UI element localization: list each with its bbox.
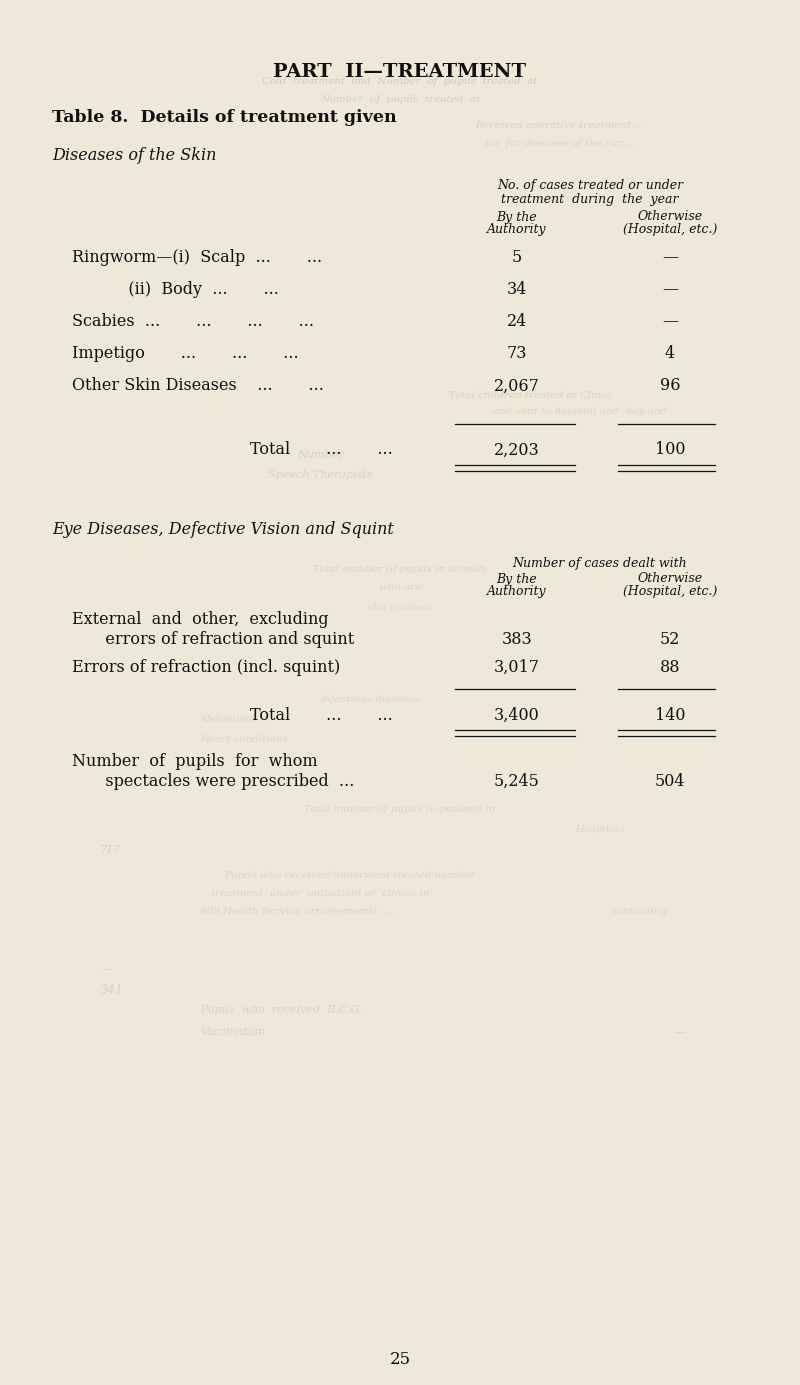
Text: (a)  for diseases of the ear ...: (a) for diseases of the ear ... xyxy=(485,138,635,148)
Text: 34: 34 xyxy=(507,281,527,299)
Text: —: — xyxy=(662,313,678,331)
Text: Abdominal ...: Abdominal ... xyxy=(200,716,270,724)
Text: Otherwise: Otherwise xyxy=(638,211,702,223)
Text: Number  of  pupils  treated  at: Number of pupils treated at xyxy=(320,96,480,104)
Text: No. of cases treated or under: No. of cases treated or under xyxy=(497,180,683,193)
Text: 341: 341 xyxy=(100,983,124,996)
Text: PART  II—TREATMENT: PART II—TREATMENT xyxy=(274,62,526,80)
Text: —: — xyxy=(674,1028,686,1037)
Text: Number of cases dealt with: Number of cases dealt with xyxy=(513,558,687,571)
Text: spectacles were prescribed  ...: spectacles were prescribed ... xyxy=(90,773,354,789)
Text: 140: 140 xyxy=(654,706,686,723)
Text: Total children treated at Clinic: Total children treated at Clinic xyxy=(450,391,610,399)
Text: Heart conditions: Heart conditions xyxy=(200,735,288,745)
Text: treatment  under  outpatient or  clinics in: treatment under outpatient or clinics in xyxy=(211,889,429,897)
Text: 96: 96 xyxy=(660,378,680,395)
Text: Eye Diseases, Defective Vision and Squint: Eye Diseases, Defective Vision and Squin… xyxy=(52,522,394,539)
Text: Pupils  who  received  B.C.G.: Pupils who received B.C.G. xyxy=(200,1006,362,1015)
Text: Cold  treatment  and  Number  of  pupils  treated  at: Cold treatment and Number of pupils trea… xyxy=(262,78,538,86)
Text: 4: 4 xyxy=(665,345,675,363)
Text: Total number of pupils in schools: Total number of pupils in schools xyxy=(313,565,487,575)
Text: Other Skin Diseases    ...       ...: Other Skin Diseases ... ... xyxy=(72,378,324,395)
Text: 2,067: 2,067 xyxy=(494,378,540,395)
Text: 3,400: 3,400 xyxy=(494,706,540,723)
Text: treatment  during  the  year: treatment during the year xyxy=(502,193,678,205)
Text: (Hospital, etc.): (Hospital, etc.) xyxy=(623,223,717,235)
Text: (Hospital, etc.): (Hospital, etc.) xyxy=(623,584,717,597)
Text: Hospitals: Hospitals xyxy=(575,825,625,835)
Text: External  and  other,  excluding: External and other, excluding xyxy=(72,611,329,627)
Text: 5: 5 xyxy=(512,249,522,266)
Text: Vaccination: Vaccination xyxy=(200,1028,266,1037)
Text: 52: 52 xyxy=(660,630,680,648)
Text: 88: 88 xyxy=(660,658,680,676)
Text: Total       ...       ...: Total ... ... xyxy=(250,706,393,723)
Text: Received operative treatment ...: Received operative treatment ... xyxy=(475,122,645,130)
Text: —: — xyxy=(662,249,678,266)
Text: Diseases of the Skin: Diseases of the Skin xyxy=(52,147,216,163)
Text: By the: By the xyxy=(497,572,538,586)
Text: Infectious diseases: Infectious diseases xyxy=(320,695,420,705)
Text: 5,245: 5,245 xyxy=(494,773,540,789)
Text: Pupils who received/underwent treated number: Pupils who received/underwent treated nu… xyxy=(224,871,476,879)
Text: Ringworm—(i)  Scalp  ...       ...: Ringworm—(i) Scalp ... ... xyxy=(72,249,322,266)
Text: Total number of pupils in-patients in: Total number of pupils in-patients in xyxy=(304,806,496,814)
Text: —: — xyxy=(100,964,113,976)
Text: Table 8.  Details of treatment given: Table 8. Details of treatment given xyxy=(52,109,397,126)
Text: Authority: Authority xyxy=(487,223,547,235)
Text: errors of refraction and squint: errors of refraction and squint xyxy=(90,630,354,648)
Text: Impetigo       ...       ...       ...: Impetigo ... ... ... xyxy=(72,345,298,363)
Text: 25: 25 xyxy=(390,1352,410,1368)
Text: 100: 100 xyxy=(654,442,686,458)
Text: 73: 73 xyxy=(506,345,527,363)
Text: (ii)  Body  ...       ...: (ii) Body ... ... xyxy=(72,281,279,299)
Text: 717: 717 xyxy=(100,845,122,855)
Text: Speech Therapists: Speech Therapists xyxy=(268,470,372,481)
Text: Total       ...       ...: Total ... ... xyxy=(250,442,393,458)
Text: Authority: Authority xyxy=(487,584,547,597)
Text: Number: Number xyxy=(297,450,343,460)
Text: aba gutineal: aba gutineal xyxy=(367,604,433,612)
Text: 383: 383 xyxy=(502,630,532,648)
Text: Number  of  pupils  for  whom: Number of pupils for whom xyxy=(72,752,318,770)
Text: 808 Health Service arrangements  ...: 808 Health Service arrangements ... xyxy=(200,907,394,917)
Text: Errors of refraction (incl. squint): Errors of refraction (incl. squint) xyxy=(72,658,340,676)
Text: Otherwise: Otherwise xyxy=(638,572,702,586)
Text: 24: 24 xyxy=(507,313,527,331)
Text: continuing: continuing xyxy=(612,907,668,917)
Text: 2,203: 2,203 xyxy=(494,442,540,458)
Text: —: — xyxy=(662,281,678,299)
Text: who are: who are xyxy=(379,583,421,593)
Text: 3,017: 3,017 xyxy=(494,658,540,676)
Text: Scabies  ...       ...       ...       ...: Scabies ... ... ... ... xyxy=(72,313,314,331)
Text: By the: By the xyxy=(497,211,538,223)
Text: and sent to hospital and  boy and: and sent to hospital and boy and xyxy=(493,407,667,417)
Text: 504: 504 xyxy=(654,773,686,789)
